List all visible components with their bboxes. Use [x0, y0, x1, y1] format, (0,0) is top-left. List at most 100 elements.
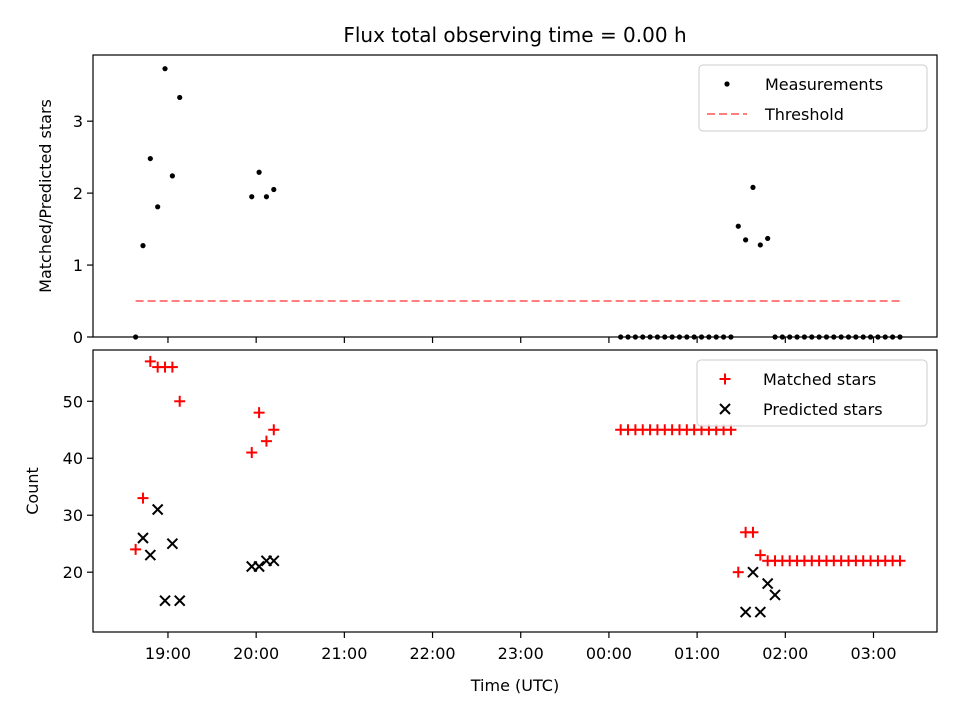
- counts-axes-frame: [92, 349, 938, 633]
- measurements-point: [249, 194, 255, 200]
- predicted-stars-marker: [159, 594, 171, 607]
- ratio-panel: 0 1 2 3 Matched/Predicted stars Measurements T…: [36, 54, 938, 347]
- matched-stars-marker: [144, 355, 156, 367]
- measurements-point: [720, 334, 727, 340]
- measurements-point: [765, 235, 771, 242]
- matched-stars-marker: [130, 543, 142, 555]
- legend-swatch-matched-stars: [719, 373, 731, 385]
- x-tick-label: 22:00: [409, 644, 455, 663]
- measurements-point: [875, 334, 881, 340]
- counts-y-axis-label: Count: [23, 467, 42, 515]
- measurements-point: [691, 334, 697, 340]
- measurements-point: [625, 334, 631, 340]
- legend-swatch-measurements: [724, 81, 730, 87]
- counts-y-tick-label: 40: [63, 449, 83, 468]
- x-tick-label: 21:00: [321, 644, 367, 663]
- x-tick-label: 00:00: [586, 644, 632, 663]
- matched-stars-marker: [166, 361, 178, 373]
- measurements-point: [669, 334, 675, 340]
- counts-panel: 20 30 40 50 19:00 20:00 21:00 22:00 23:00 00:00 01…: [23, 349, 938, 663]
- matched-stars-marker: [246, 447, 258, 459]
- measurements-point: [823, 334, 830, 340]
- counts-y-tick-label: 30: [63, 506, 83, 525]
- x-tick-label: 01:00: [674, 644, 720, 663]
- predicted-stars-marker: [144, 549, 157, 561]
- measurements-point: [809, 334, 815, 340]
- predicted-stars-marker: [754, 606, 767, 618]
- measurements-point: [853, 334, 859, 340]
- measurements-point: [860, 334, 866, 340]
- measurements-point: [155, 204, 161, 210]
- matched-stars-marker: [174, 395, 186, 407]
- measurements-point: [750, 184, 756, 190]
- counts-y-tick-label: 20: [63, 563, 83, 582]
- measurements-point: [897, 334, 903, 340]
- measurements-point: [882, 334, 888, 340]
- ratio-y-tick-label: 2: [73, 184, 83, 203]
- x-tick-label: 23:00: [498, 644, 544, 663]
- predicted-stars-marker: [769, 589, 781, 601]
- legend-swatch-predicted-stars: [719, 403, 731, 415]
- measurements-point: [662, 334, 668, 340]
- chart-title: Flux total observing time = 0.00 h: [343, 23, 686, 47]
- measurements-point: [757, 242, 763, 248]
- measurements-point: [779, 334, 785, 340]
- x-tick-label: 02:00: [762, 644, 808, 663]
- measurements-point: [816, 334, 822, 340]
- measurements-point: [794, 334, 800, 340]
- legend-label-matched-stars: Matched stars: [763, 370, 876, 389]
- measurements-point: [654, 334, 661, 340]
- ratio-y-axis-label: Matched/Predicted stars: [36, 99, 55, 293]
- x-tick-label: 20:00: [233, 644, 279, 663]
- predicted-stars-marker: [253, 560, 265, 573]
- measurements-point: [845, 334, 852, 340]
- legend-label-predicted-stars: Predicted stars: [763, 400, 883, 419]
- predicted-stars-marker: [739, 606, 752, 618]
- measurements-point: [831, 334, 837, 340]
- measurements-point: [133, 334, 139, 340]
- predicted-stars-marker: [761, 577, 774, 590]
- predicted-stars-marker: [268, 555, 280, 567]
- measurements-point: [177, 94, 183, 101]
- measurements-point: [801, 334, 808, 340]
- measurements-point: [735, 223, 741, 229]
- ratio-legend-box: [698, 64, 928, 132]
- predicted-stars-marker: [137, 532, 149, 544]
- measurements-point: [676, 334, 683, 340]
- measurements-point: [647, 334, 653, 340]
- measurements-point: [640, 334, 646, 340]
- matched-stars-marker: [747, 526, 759, 538]
- legend-label-threshold: Threshold: [764, 105, 844, 124]
- measurements-point: [867, 334, 874, 340]
- ratio-y-tick-label: 0: [73, 328, 83, 347]
- predicted-stars-marker: [166, 537, 179, 550]
- measurements-point: [263, 194, 270, 200]
- predicted-stars-marker: [747, 566, 759, 578]
- measurements-point: [743, 237, 749, 243]
- measurements-point: [890, 334, 896, 340]
- measurements-point: [632, 334, 638, 340]
- counts-legend: Matched stars Predicted stars: [696, 359, 928, 427]
- predicted-stars-marker: [174, 594, 186, 607]
- x-tick-label: 03:00: [850, 644, 896, 663]
- legend-label-measurements: Measurements: [765, 75, 883, 94]
- measurements-point: [838, 334, 844, 340]
- measurements-point: [618, 334, 624, 340]
- measurements-point: [787, 334, 793, 340]
- x-tick-label: 19:00: [145, 644, 191, 663]
- matched-stars-marker: [732, 566, 744, 578]
- matched-stars-marker: [268, 424, 280, 436]
- measurements-point: [698, 334, 705, 340]
- measurements-point: [162, 66, 168, 72]
- matched-stars-marker: [137, 492, 149, 504]
- matched-stars-marker: [894, 555, 906, 567]
- measurements-point: [706, 334, 712, 340]
- measurements-point: [713, 334, 719, 340]
- x-axis-label: Time (UTC): [470, 676, 559, 695]
- ratio-y-tick-label: 3: [73, 112, 83, 131]
- measurements-point: [169, 173, 175, 179]
- measurements-point: [140, 243, 146, 249]
- counts-y-tick-label: 50: [63, 392, 83, 411]
- measurements-point: [256, 169, 262, 175]
